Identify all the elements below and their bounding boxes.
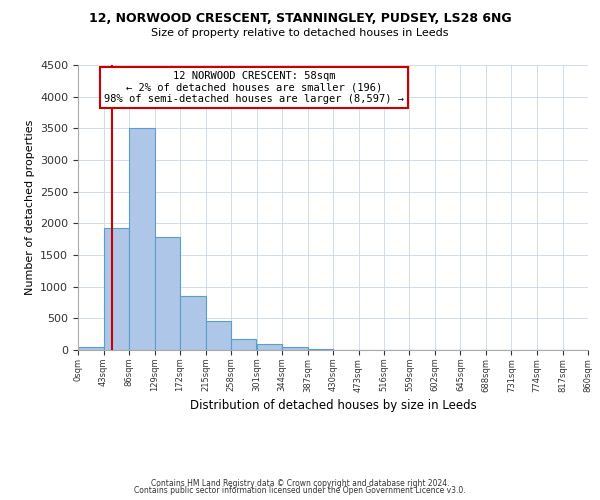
- Bar: [257, 344, 282, 350]
- Bar: [205, 321, 231, 350]
- Text: 12, NORWOOD CRESCENT, STANNINGLEY, PUDSEY, LS28 6NG: 12, NORWOOD CRESCENT, STANNINGLEY, PUDSE…: [89, 12, 511, 26]
- Bar: [104, 228, 129, 350]
- Bar: [78, 347, 104, 350]
- Bar: [155, 238, 180, 350]
- Text: Contains HM Land Registry data © Crown copyright and database right 2024.: Contains HM Land Registry data © Crown c…: [151, 478, 449, 488]
- Text: Size of property relative to detached houses in Leeds: Size of property relative to detached ho…: [151, 28, 449, 38]
- Text: Contains public sector information licensed under the Open Government Licence v3: Contains public sector information licen…: [134, 486, 466, 495]
- Bar: [231, 339, 256, 350]
- X-axis label: Distribution of detached houses by size in Leeds: Distribution of detached houses by size …: [190, 398, 476, 411]
- Text: 12 NORWOOD CRESCENT: 58sqm
← 2% of detached houses are smaller (196)
98% of semi: 12 NORWOOD CRESCENT: 58sqm ← 2% of detac…: [104, 70, 404, 104]
- Bar: [129, 128, 155, 350]
- Bar: [282, 348, 308, 350]
- Bar: [180, 296, 205, 350]
- Y-axis label: Number of detached properties: Number of detached properties: [25, 120, 35, 295]
